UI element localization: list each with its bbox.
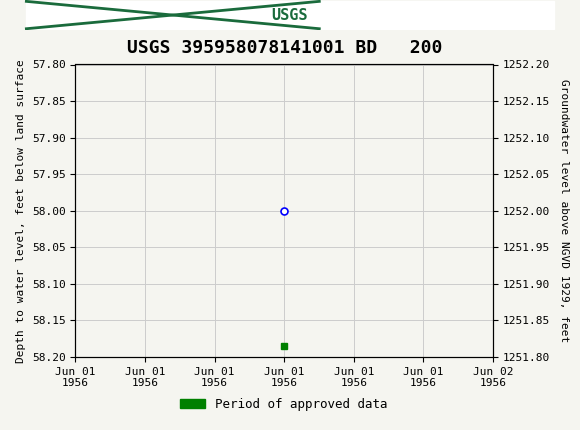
Title: USGS 395958078141001 BD   200: USGS 395958078141001 BD 200 bbox=[126, 40, 442, 57]
Y-axis label: Depth to water level, feet below land surface: Depth to water level, feet below land su… bbox=[16, 59, 26, 362]
Legend: Period of approved data: Period of approved data bbox=[176, 393, 393, 416]
Y-axis label: Groundwater level above NGVD 1929, feet: Groundwater level above NGVD 1929, feet bbox=[560, 79, 570, 342]
FancyBboxPatch shape bbox=[26, 1, 554, 29]
Text: USGS: USGS bbox=[378, 6, 418, 24]
Text: USGS: USGS bbox=[272, 8, 308, 22]
